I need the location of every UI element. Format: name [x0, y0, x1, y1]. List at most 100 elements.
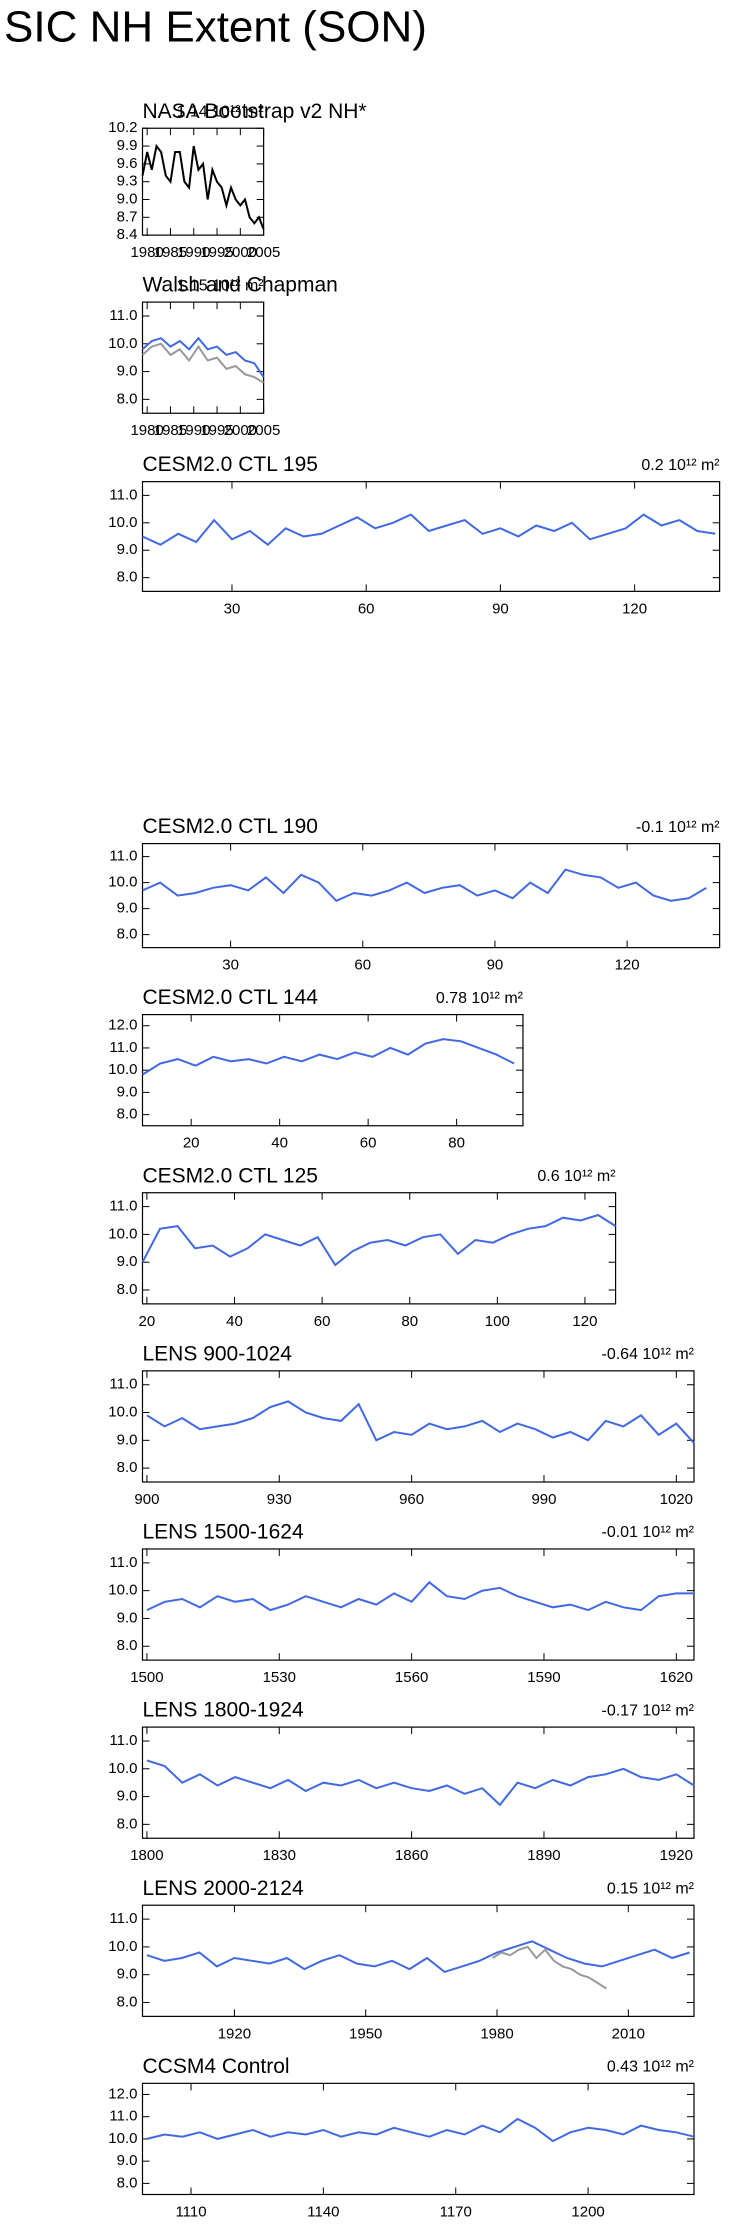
x-tick-label: 30 — [224, 600, 241, 617]
x-tick-label: 1590 — [527, 1669, 560, 1686]
x-tick-label: 990 — [531, 1491, 556, 1508]
x-tick-label: 60 — [314, 1313, 331, 1330]
y-tick-label: 12.0 — [108, 2085, 137, 2102]
plot-frame — [141, 2082, 695, 2196]
x-tick-label: 2010 — [612, 2025, 645, 2042]
y-tick-label: 9.0 — [117, 1083, 138, 1100]
panel-title: LENS 1800-1924 — [143, 1699, 304, 1722]
x-tick-label: 80 — [401, 1313, 418, 1330]
panel-title: CESM2.0 CTL 190 — [143, 815, 318, 838]
y-tick-label: 11.0 — [109, 1554, 137, 1571]
x-tick-label: 1830 — [263, 1847, 296, 1864]
x-tick-label: 1995 — [200, 422, 233, 439]
plot-frame — [141, 842, 721, 949]
series-line — [492, 1945, 607, 1990]
trend-annotation: 0.6 10¹² m² — [537, 1168, 616, 1185]
y-tick-label: 8.0 — [117, 1106, 138, 1123]
y-tick-label: 8.0 — [117, 1993, 138, 2010]
plot-frame — [141, 301, 265, 414]
x-tick-label: 20 — [139, 1313, 156, 1330]
series-line — [141, 143, 265, 230]
plot-frame — [141, 127, 265, 236]
y-tick-label: 9.0 — [117, 2152, 138, 2169]
panel-title: LENS 900-1024 — [143, 1342, 293, 1365]
y-tick-label: 8.0 — [117, 569, 138, 586]
y-tick-label: 10.0 — [108, 1582, 137, 1599]
x-tick-label: 1920 — [218, 2025, 251, 2042]
x-tick-label: 80 — [448, 1135, 465, 1152]
x-tick-label: 960 — [399, 1491, 424, 1508]
series-line — [146, 1400, 695, 1444]
y-tick-label: 8.4 — [117, 226, 138, 243]
x-tick-label: 1990 — [177, 422, 210, 439]
y-tick-label: 10.0 — [108, 874, 137, 891]
y-tick-label: 8.0 — [117, 1637, 138, 1654]
x-tick-label: 1950 — [349, 2025, 382, 2042]
x-tick-label: 1980 — [130, 244, 163, 261]
y-tick-label: 11.0 — [109, 2108, 137, 2125]
x-tick-label: 90 — [492, 600, 509, 617]
panel-title: Walsh and Chapman — [143, 274, 338, 297]
y-tick-label: 9.0 — [117, 900, 138, 917]
series-line — [141, 1038, 515, 1076]
y-tick-label: 9.0 — [117, 1431, 138, 1448]
panel-title: LENS 2000-2124 — [143, 1877, 304, 1900]
x-tick-label: 100 — [485, 1313, 510, 1330]
x-tick-label: 2005 — [247, 422, 280, 439]
x-tick-label: 1620 — [660, 1669, 693, 1686]
y-tick-label: 8.0 — [117, 2174, 138, 2191]
y-tick-label: 8.0 — [117, 1815, 138, 1832]
x-tick-label: 60 — [360, 1135, 377, 1152]
plot-frame — [141, 1370, 695, 1483]
y-tick-label: 10.0 — [108, 335, 137, 352]
plot-frame — [141, 1726, 695, 1839]
trend-annotation: -0.17 10¹² m² — [602, 1702, 695, 1719]
x-tick-label: 90 — [487, 957, 504, 974]
x-tick-label: 1860 — [395, 1847, 428, 1864]
y-tick-label: 9.6 — [117, 155, 138, 172]
trend-annotation: 1.15 10¹² m² — [176, 277, 264, 294]
y-tick-label: 11.0 — [109, 486, 137, 503]
panel-title: NASA Bootstrap v2 NH* — [143, 100, 367, 123]
x-tick-label: 1920 — [660, 1847, 693, 1864]
y-tick-label: 9.0 — [117, 1253, 138, 1270]
y-tick-label: 8.7 — [117, 208, 138, 225]
x-tick-label: 1020 — [660, 1491, 693, 1508]
series-line — [141, 336, 265, 378]
series-line — [142, 868, 707, 902]
y-tick-label: 10.0 — [108, 1938, 137, 1955]
x-tick-label: 1995 — [200, 244, 233, 261]
y-tick-label: 8.0 — [117, 1459, 138, 1476]
x-tick-label: 1200 — [571, 2203, 604, 2220]
panel-title: CCSM4 Control — [143, 2055, 290, 2078]
x-tick-label: 900 — [134, 1491, 159, 1508]
y-tick-label: 10.0 — [108, 1225, 137, 1242]
trend-annotation: 1.14 10¹² m² — [176, 103, 264, 120]
y-tick-label: 9.0 — [117, 190, 138, 207]
x-tick-label: 120 — [572, 1313, 597, 1330]
series-line — [146, 1759, 695, 1807]
y-tick-label: 9.9 — [117, 137, 138, 154]
y-tick-label: 10.0 — [108, 1404, 137, 1421]
x-tick-label: 1560 — [395, 1669, 428, 1686]
series-line — [141, 342, 265, 384]
y-tick-label: 10.0 — [108, 1061, 137, 1078]
panel-title: CESM2.0 CTL 195 — [143, 453, 318, 476]
x-tick-label: 1990 — [177, 244, 210, 261]
trend-annotation: -0.01 10¹² m² — [602, 1524, 695, 1541]
x-tick-label: 120 — [622, 600, 647, 617]
y-tick-label: 11.0 — [109, 1198, 137, 1215]
x-tick-label: 2000 — [224, 244, 257, 261]
x-tick-label: 1985 — [154, 244, 187, 261]
series-line — [141, 1213, 617, 1267]
figure-title: SIC NH Extent (SON) — [4, 3, 427, 52]
y-tick-label: 9.3 — [117, 173, 138, 190]
y-tick-label: 11.0 — [109, 1910, 137, 1927]
plot-frame — [141, 1192, 617, 1305]
trend-annotation: -0.1 10¹² m² — [636, 819, 720, 836]
y-tick-label: 11.0 — [109, 1376, 137, 1393]
x-tick-label: 40 — [271, 1135, 288, 1152]
x-tick-label: 30 — [222, 957, 239, 974]
